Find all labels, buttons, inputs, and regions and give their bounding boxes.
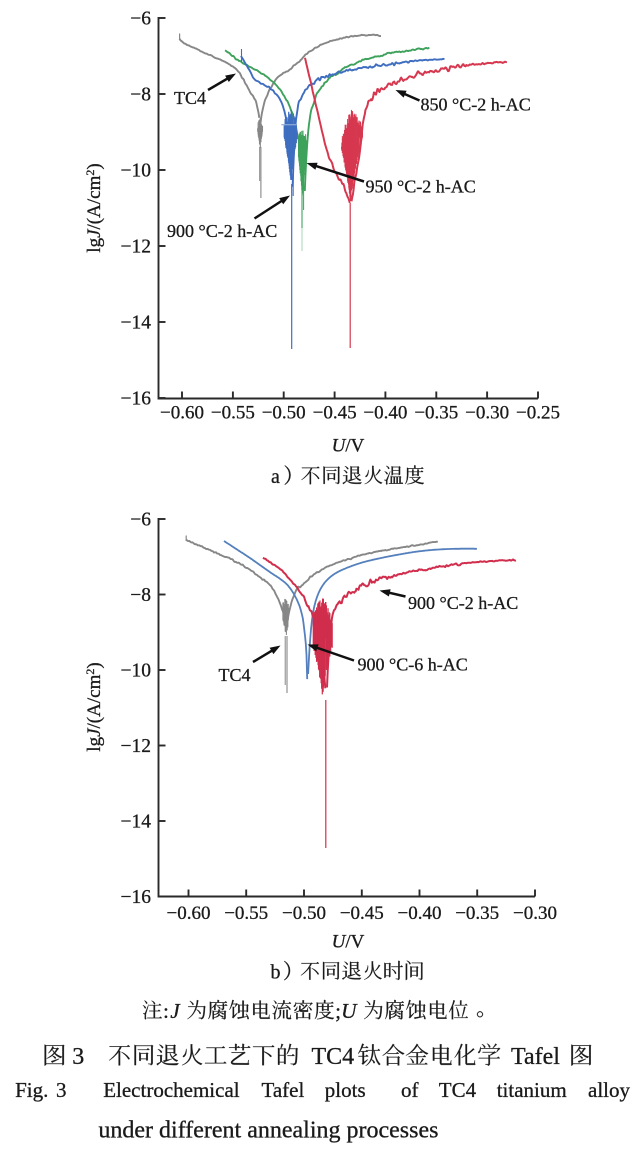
svg-text:850 °C-2 h-AC: 850 °C-2 h-AC	[421, 95, 531, 115]
svg-text:−0.55: −0.55	[224, 903, 268, 924]
svg-text:−16: −16	[121, 887, 152, 908]
svg-text:b: b	[271, 962, 281, 984]
svg-text:−10: −10	[121, 161, 152, 182]
svg-text:900 °C-2 h-AC: 900 °C-2 h-AC	[167, 221, 277, 241]
svg-text:TC4: TC4	[219, 665, 251, 685]
svg-text:TC4: TC4	[174, 88, 206, 108]
svg-text:−6: −6	[130, 9, 151, 30]
svg-text:alloy: alloy	[588, 1078, 630, 1102]
svg-text:TC4: TC4	[439, 1078, 477, 1102]
svg-text:900 °C-2 h-AC: 900 °C-2 h-AC	[408, 593, 518, 613]
svg-text:Electrochemical: Electrochemical	[103, 1078, 240, 1102]
svg-text:900 °C-6 h-AC: 900 °C-6 h-AC	[358, 655, 468, 675]
svg-text:−0.40: −0.40	[398, 903, 442, 924]
svg-text:−0.50: −0.50	[262, 403, 306, 424]
svg-text:−0.60: −0.60	[167, 903, 211, 924]
svg-text:−0.60: −0.60	[160, 403, 204, 424]
svg-text:TC4: TC4	[312, 1044, 355, 1070]
svg-text:U/V: U/V	[332, 932, 365, 953]
svg-text:−8: −8	[130, 85, 151, 106]
svg-text:−0.30: −0.30	[513, 903, 557, 924]
svg-text:lgJ/(A/cm2): lgJ/(A/cm2)	[83, 662, 105, 751]
svg-text:−14: −14	[121, 812, 152, 833]
svg-text:Fig.: Fig.	[15, 1078, 48, 1102]
svg-text:−0.40: −0.40	[363, 403, 407, 424]
svg-text:−0.35: −0.35	[455, 903, 499, 924]
svg-text:−0.55: −0.55	[211, 403, 255, 424]
svg-text:under different annealing proc: under different annealing processes	[98, 1118, 438, 1144]
svg-text:U/V: U/V	[332, 436, 365, 457]
svg-text:U: U	[341, 999, 358, 1023]
svg-text:of: of	[401, 1078, 419, 1102]
svg-text:−16: −16	[121, 389, 152, 410]
svg-text:−12: −12	[121, 237, 152, 258]
svg-text:3: 3	[56, 1078, 67, 1102]
svg-text:Tafel: Tafel	[262, 1078, 305, 1102]
svg-text:lgJ/(A/cm2): lgJ/(A/cm2)	[83, 163, 105, 252]
svg-text:−0.35: −0.35	[414, 403, 458, 424]
svg-text:−8: −8	[130, 585, 151, 606]
svg-text:−0.25: −0.25	[516, 403, 560, 424]
svg-text:−10: −10	[121, 661, 152, 682]
svg-text:−0.30: −0.30	[465, 403, 509, 424]
svg-text:−12: −12	[121, 736, 152, 757]
svg-text:plots: plots	[325, 1078, 366, 1102]
svg-text:a: a	[271, 466, 280, 488]
svg-text:Tafel: Tafel	[511, 1044, 560, 1070]
svg-text:−0.45: −0.45	[340, 903, 384, 924]
svg-text:−0.45: −0.45	[313, 403, 357, 424]
svg-text:−14: −14	[121, 313, 152, 334]
svg-text:;: ;	[335, 999, 341, 1023]
svg-text:−6: −6	[130, 510, 151, 531]
svg-text:−0.50: −0.50	[282, 903, 326, 924]
svg-text::: :	[163, 999, 169, 1023]
svg-text:3: 3	[72, 1044, 84, 1070]
svg-text:950 °C-2 h-AC: 950 °C-2 h-AC	[366, 177, 476, 197]
svg-text:J: J	[170, 999, 181, 1023]
svg-text:titanium: titanium	[497, 1078, 567, 1102]
